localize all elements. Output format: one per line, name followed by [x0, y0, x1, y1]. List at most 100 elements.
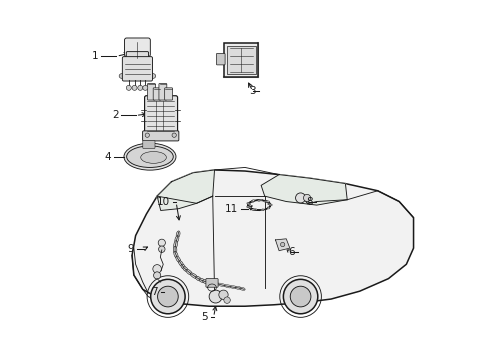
Text: 11: 11	[224, 204, 238, 215]
Text: 8: 8	[307, 197, 313, 207]
Ellipse shape	[203, 280, 208, 284]
Ellipse shape	[267, 201, 270, 202]
Ellipse shape	[149, 73, 156, 78]
Ellipse shape	[269, 204, 271, 205]
FancyBboxPatch shape	[224, 43, 258, 77]
Circle shape	[224, 297, 230, 303]
Ellipse shape	[240, 287, 245, 291]
Ellipse shape	[262, 209, 264, 210]
Circle shape	[158, 286, 178, 307]
Circle shape	[172, 133, 176, 137]
Ellipse shape	[211, 281, 219, 285]
Text: 3: 3	[249, 86, 256, 96]
Ellipse shape	[196, 276, 201, 281]
Ellipse shape	[230, 286, 237, 289]
Circle shape	[126, 85, 131, 90]
FancyBboxPatch shape	[147, 84, 155, 100]
FancyBboxPatch shape	[165, 88, 172, 100]
Ellipse shape	[264, 201, 267, 202]
Ellipse shape	[141, 152, 167, 163]
Circle shape	[151, 279, 185, 314]
FancyBboxPatch shape	[227, 46, 256, 74]
Text: 4: 4	[104, 152, 111, 162]
Ellipse shape	[173, 246, 177, 253]
Ellipse shape	[176, 256, 181, 263]
Ellipse shape	[175, 235, 179, 243]
Ellipse shape	[217, 283, 226, 287]
FancyBboxPatch shape	[217, 53, 225, 65]
FancyBboxPatch shape	[143, 140, 155, 148]
Ellipse shape	[251, 201, 254, 202]
Ellipse shape	[190, 273, 197, 279]
Ellipse shape	[267, 207, 270, 209]
Text: 7: 7	[151, 287, 158, 297]
Circle shape	[280, 242, 285, 247]
Ellipse shape	[248, 207, 250, 208]
Text: 6: 6	[289, 247, 295, 257]
FancyBboxPatch shape	[145, 96, 177, 135]
FancyBboxPatch shape	[143, 131, 179, 141]
Ellipse shape	[251, 209, 254, 210]
Ellipse shape	[247, 203, 250, 204]
FancyBboxPatch shape	[122, 57, 152, 81]
Circle shape	[145, 133, 149, 137]
Ellipse shape	[186, 269, 192, 275]
Text: 2: 2	[112, 111, 119, 121]
FancyBboxPatch shape	[126, 51, 148, 60]
Ellipse shape	[253, 209, 256, 210]
Circle shape	[219, 290, 228, 300]
Ellipse shape	[126, 146, 173, 167]
Ellipse shape	[251, 201, 254, 202]
Ellipse shape	[124, 143, 176, 170]
Ellipse shape	[206, 280, 213, 284]
FancyBboxPatch shape	[153, 88, 161, 100]
Ellipse shape	[179, 261, 183, 266]
Ellipse shape	[174, 251, 178, 258]
Ellipse shape	[224, 285, 232, 288]
Ellipse shape	[249, 207, 252, 208]
Circle shape	[158, 239, 166, 246]
Circle shape	[295, 193, 306, 203]
Polygon shape	[132, 170, 414, 306]
Ellipse shape	[267, 207, 270, 208]
Circle shape	[303, 194, 311, 202]
Polygon shape	[275, 239, 290, 251]
Ellipse shape	[247, 204, 250, 205]
Ellipse shape	[181, 264, 185, 269]
Ellipse shape	[270, 204, 272, 206]
Circle shape	[138, 85, 143, 90]
Ellipse shape	[176, 231, 180, 238]
Circle shape	[159, 246, 165, 252]
Ellipse shape	[261, 210, 264, 211]
Polygon shape	[261, 175, 347, 205]
Ellipse shape	[246, 206, 249, 208]
Text: 10: 10	[157, 197, 170, 207]
Ellipse shape	[252, 200, 255, 201]
Ellipse shape	[199, 278, 205, 282]
Ellipse shape	[265, 201, 268, 202]
FancyBboxPatch shape	[206, 279, 218, 287]
FancyBboxPatch shape	[159, 84, 167, 100]
FancyBboxPatch shape	[124, 38, 150, 57]
Ellipse shape	[119, 73, 125, 78]
Circle shape	[153, 265, 161, 273]
Ellipse shape	[259, 199, 262, 201]
Ellipse shape	[268, 203, 270, 205]
Ellipse shape	[173, 240, 177, 248]
Circle shape	[209, 290, 222, 303]
Ellipse shape	[254, 209, 257, 210]
Ellipse shape	[257, 200, 260, 201]
Ellipse shape	[183, 267, 188, 271]
Circle shape	[132, 85, 137, 90]
Circle shape	[143, 85, 148, 90]
Circle shape	[290, 286, 311, 307]
Ellipse shape	[235, 287, 242, 289]
Ellipse shape	[260, 199, 263, 201]
Text: 5: 5	[201, 312, 208, 322]
Polygon shape	[157, 170, 215, 211]
Ellipse shape	[247, 203, 250, 204]
Text: 9: 9	[127, 244, 134, 254]
Circle shape	[283, 279, 318, 314]
Circle shape	[153, 272, 161, 279]
Text: 1: 1	[91, 51, 98, 61]
